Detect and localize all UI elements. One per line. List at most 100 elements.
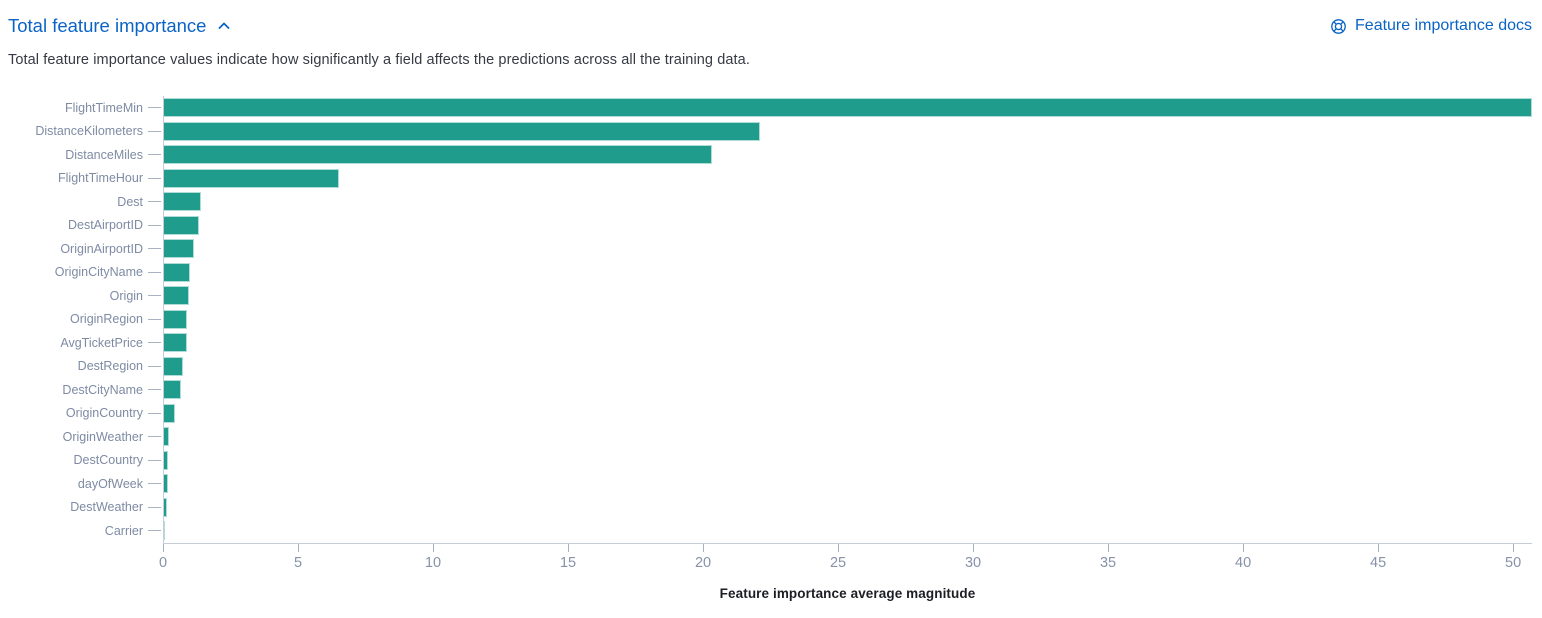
x-tick-mark — [1108, 543, 1110, 552]
chart-row: DestRegion — [0, 354, 1532, 378]
bar — [164, 380, 181, 400]
chart-row: FlightTimeMin — [0, 96, 1532, 120]
x-tick-mark — [568, 543, 570, 552]
y-tick-mark — [148, 154, 161, 156]
y-tick-cell — [143, 483, 163, 485]
y-category-label: FlightTimeMin — [64, 100, 143, 115]
y-tick-cell — [143, 224, 163, 226]
chart-row: DestCountry — [0, 448, 1532, 472]
x-tick-label: 45 — [1370, 554, 1387, 571]
y-tick-mark — [148, 365, 161, 367]
y-tick-mark — [148, 177, 161, 179]
bar — [164, 450, 169, 470]
chart-row: OriginCityName — [0, 260, 1532, 284]
y-tick-cell — [143, 459, 163, 461]
x-axis-title: Feature importance average magnitude — [719, 585, 976, 601]
bar-track — [163, 143, 1532, 167]
chart-row: Origin — [0, 284, 1532, 308]
y-tick-cell — [143, 154, 163, 156]
y-category-label: DistanceKilometers — [35, 124, 143, 139]
chart-row: dayOfWeek — [0, 472, 1532, 496]
x-tick-mark — [973, 543, 975, 552]
y-tick-cell — [143, 130, 163, 132]
bar — [164, 356, 184, 376]
chart-row: DestCityName — [0, 378, 1532, 402]
bar — [164, 521, 166, 541]
x-tick-mark — [163, 543, 164, 552]
feature-importance-chart: FlightTimeMin DistanceKilometers Distanc… — [0, 96, 1532, 601]
y-tick-cell — [143, 201, 163, 203]
x-tick-mark — [1378, 543, 1380, 552]
chart-row: AvgTicketPrice — [0, 331, 1532, 355]
y-category-label: DistanceMiles — [65, 147, 143, 162]
bar — [164, 474, 169, 494]
bar-track — [163, 472, 1532, 496]
y-category-label: FlightTimeHour — [58, 171, 143, 186]
bar-track — [163, 354, 1532, 378]
x-axis — [163, 542, 1532, 552]
x-tick-label: 25 — [829, 554, 847, 571]
feature-importance-docs-link[interactable]: Feature importance docs — [1330, 17, 1532, 35]
y-tick-mark — [148, 436, 161, 438]
y-tick-cell — [143, 177, 163, 179]
x-tick-labels: 0 5 10 15 20 25 30 35 40 45 50 — [159, 554, 1532, 577]
y-tick-mark — [148, 201, 161, 203]
bar — [164, 121, 761, 141]
lifebuoy-help-icon — [1330, 18, 1347, 35]
bar-track — [163, 331, 1532, 355]
y-tick-mark — [148, 459, 161, 461]
chart-row: Dest — [0, 190, 1532, 214]
y-tick-cell — [143, 412, 163, 414]
chart-row: DestAirportID — [0, 213, 1532, 237]
y-category-label: DestRegion — [77, 359, 143, 374]
y-category-label: OriginWeather — [62, 429, 143, 444]
chart-row: OriginAirportID — [0, 237, 1532, 261]
y-tick-cell — [143, 271, 163, 273]
y-tick-mark — [148, 271, 161, 273]
x-tick-mark — [1513, 543, 1515, 552]
bar-track — [163, 166, 1532, 190]
y-tick-mark — [148, 389, 161, 391]
y-category-label: Dest — [117, 194, 143, 209]
total-feature-importance-toggle[interactable]: Total feature importance — [8, 15, 232, 37]
y-tick-cell — [143, 107, 163, 109]
x-tick-label: 40 — [1235, 554, 1252, 571]
bar — [164, 262, 190, 282]
y-tick-mark — [148, 412, 161, 414]
bar-track — [163, 190, 1532, 214]
bar-track — [163, 519, 1532, 543]
chart-row: Carrier — [0, 519, 1532, 543]
bar-track — [163, 96, 1532, 120]
bar-track — [163, 213, 1532, 237]
y-category-label: OriginAirportID — [60, 241, 143, 256]
chart-row: OriginRegion — [0, 307, 1532, 331]
bar-track — [163, 260, 1532, 284]
bar-track — [163, 378, 1532, 402]
x-tick-label: 0 — [158, 554, 168, 571]
y-tick-mark — [148, 342, 161, 344]
bar — [164, 168, 340, 188]
bar — [164, 192, 201, 212]
bar — [164, 497, 168, 517]
bar — [164, 145, 712, 165]
chart-row: OriginWeather — [0, 425, 1532, 449]
x-tick-label: 50 — [1505, 554, 1522, 571]
chart-row: DistanceKilometers — [0, 119, 1532, 143]
bar — [164, 403, 176, 423]
chart-rows: FlightTimeMin DistanceKilometers Distanc… — [0, 96, 1532, 543]
y-tick-mark — [148, 295, 161, 297]
x-tick-mark — [298, 543, 299, 552]
x-tick-label: 5 — [293, 554, 303, 571]
docs-link-label: Feature importance docs — [1355, 17, 1532, 34]
x-tick-mark — [838, 543, 840, 552]
bar — [164, 333, 187, 353]
x-tick-label: 35 — [1099, 554, 1117, 571]
x-tick-mark — [433, 543, 435, 552]
bar — [164, 286, 190, 306]
x-tick-mark — [703, 543, 705, 552]
y-tick-mark — [148, 248, 161, 250]
y-tick-mark — [148, 506, 161, 508]
y-category-label: Origin — [109, 288, 143, 303]
bar-track — [163, 401, 1532, 425]
